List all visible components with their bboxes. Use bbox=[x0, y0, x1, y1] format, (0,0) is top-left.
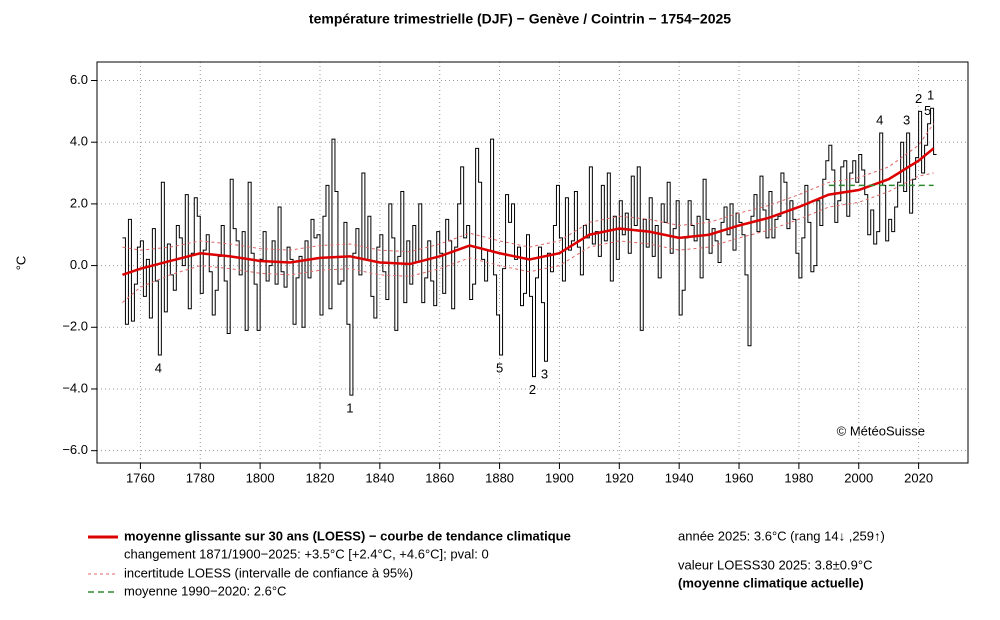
x-tick-label: 1800 bbox=[246, 470, 275, 485]
x-tick-label: 1940 bbox=[665, 470, 694, 485]
x-tick-label: 1920 bbox=[605, 470, 634, 485]
data-step-line bbox=[122, 107, 937, 396]
rank-label: 5 bbox=[496, 360, 503, 375]
x-tick-label: 2020 bbox=[904, 470, 933, 485]
info-text: (moyenne climatique actuelle) bbox=[678, 575, 864, 590]
x-tick-label: 1980 bbox=[784, 470, 813, 485]
ci-upper bbox=[122, 123, 934, 253]
info-text: valeur LOESS30 2025: 3.8±0.9°C bbox=[678, 557, 872, 572]
y-tick-label: −6.0 bbox=[62, 442, 88, 457]
y-tick-label: 0.0 bbox=[70, 257, 88, 272]
y-tick-label: 2.0 bbox=[70, 195, 88, 210]
y-axis-label: °C bbox=[13, 256, 28, 271]
rank-label: 3 bbox=[903, 112, 910, 127]
ci-lower bbox=[122, 172, 934, 303]
y-tick-label: 6.0 bbox=[70, 72, 88, 87]
rank-label: 1 bbox=[927, 88, 934, 103]
rank-label: 1 bbox=[346, 401, 353, 416]
plot-frame bbox=[96, 61, 969, 464]
x-tick-label: 2000 bbox=[844, 470, 873, 485]
legend-label: incertitude LOESS (intervalle de confian… bbox=[124, 565, 413, 580]
y-tick-label: −4.0 bbox=[62, 380, 88, 395]
x-tick-label: 1880 bbox=[485, 470, 514, 485]
x-tick-label: 1960 bbox=[725, 470, 754, 485]
copyright: © MétéoSuisse bbox=[837, 423, 925, 438]
legend-subtext: changement 1871/1900−2025: +3.5°C [+2.4°… bbox=[124, 546, 489, 561]
x-tick-label: 1900 bbox=[545, 470, 574, 485]
rank-label: 2 bbox=[915, 91, 922, 106]
info-text: année 2025: 3.6°C (rang 14↓ ,259↑) bbox=[678, 528, 885, 543]
rank-label: 4 bbox=[876, 112, 883, 127]
chart-title: température trimestrielle (DJF) − Genève… bbox=[309, 11, 731, 27]
x-tick-label: 1820 bbox=[306, 470, 335, 485]
y-tick-label: −2.0 bbox=[62, 319, 88, 334]
rank-label: 5 bbox=[924, 103, 931, 118]
y-tick-label: 4.0 bbox=[70, 134, 88, 149]
x-tick-label: 1840 bbox=[365, 470, 394, 485]
x-tick-label: 1760 bbox=[126, 470, 155, 485]
rank-label: 3 bbox=[541, 367, 548, 382]
x-tick-label: 1780 bbox=[186, 470, 215, 485]
legend-label: moyenne glissante sur 30 ans (LOESS) − c… bbox=[124, 528, 571, 543]
loess-line bbox=[122, 147, 935, 277]
rank-label: 2 bbox=[529, 382, 536, 397]
rank-label: 4 bbox=[155, 360, 162, 375]
x-tick-label: 1860 bbox=[425, 470, 454, 485]
legend-label: moyenne 1990−2020: 2.6°C bbox=[124, 583, 286, 598]
